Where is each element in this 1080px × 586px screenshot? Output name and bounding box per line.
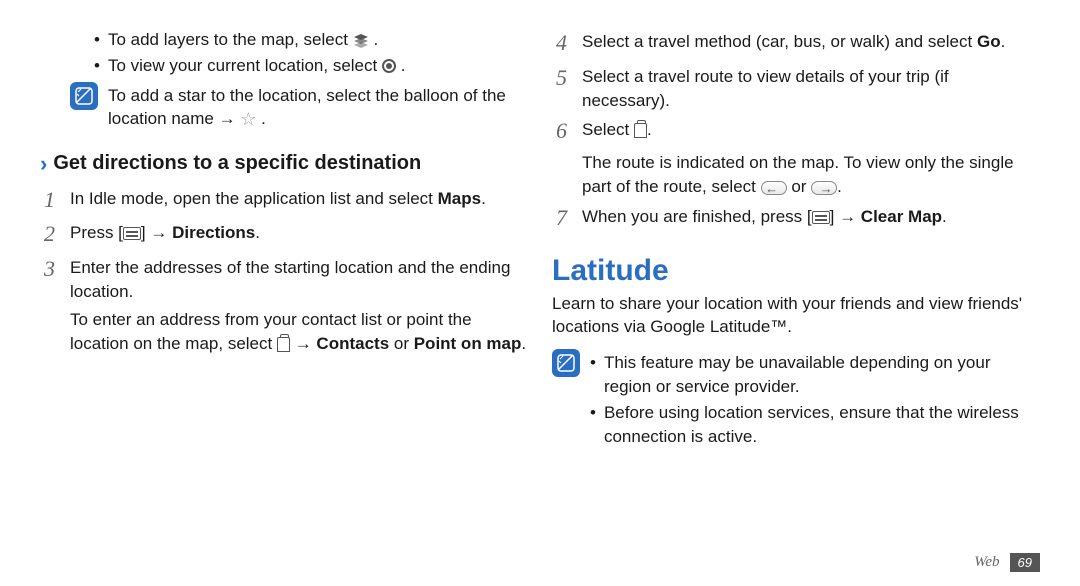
note-text: To add a star to the location, select th…: [108, 82, 528, 133]
step-3-sub: To enter an address from your contact li…: [70, 308, 528, 356]
note-bullet: This feature may be unavailable dependin…: [590, 351, 1040, 399]
bullet-text: To add layers to the map, select: [108, 30, 353, 49]
arrow-right-icon: [811, 181, 837, 195]
latitude-note: This feature may be unavailable dependin…: [552, 349, 1040, 450]
target-icon: [382, 59, 396, 73]
layers-icon: [353, 34, 369, 48]
footer-section: Web: [974, 554, 999, 571]
left-column: To add layers to the map, select . To vi…: [40, 28, 528, 566]
step-2: 2 Press [] → Directions.: [40, 219, 528, 250]
step-number: 6: [552, 116, 582, 147]
bullet-text-post: .: [373, 30, 378, 49]
step-4: 4 Select a travel method (car, bus, or w…: [552, 28, 1040, 59]
directions-steps-cont: 4 Select a travel method (car, bus, or w…: [552, 28, 1040, 234]
page-footer: Web 69: [974, 553, 1040, 572]
step-number: 5: [552, 63, 582, 94]
bullet-add-layers: To add layers to the map, select .: [94, 28, 528, 52]
note-bullets: This feature may be unavailable dependin…: [590, 349, 1040, 450]
latitude-intro: Learn to share your location with your f…: [552, 292, 1040, 340]
directions-steps: 1 In Idle mode, open the application lis…: [40, 185, 528, 356]
tab-icon: [277, 337, 290, 352]
note-icon: [552, 349, 580, 377]
bullet-text: To view your current location, select: [108, 56, 382, 75]
star-icon: ☆: [240, 107, 256, 132]
step-number: 3: [40, 254, 70, 285]
step-number: 4: [552, 28, 582, 59]
step-number: 2: [40, 219, 70, 250]
layers-bullets: To add layers to the map, select . To vi…: [94, 28, 528, 78]
step-number: 7: [552, 203, 582, 234]
arrow-left-icon: [761, 181, 787, 195]
menu-icon: [812, 211, 830, 224]
step-number: 1: [40, 185, 70, 216]
step-7: 7 When you are finished, press [] → Clea…: [552, 203, 1040, 234]
menu-icon: [123, 227, 141, 240]
step-3: 3 Enter the addresses of the starting lo…: [40, 254, 528, 304]
bullet-current-location: To view your current location, select .: [94, 54, 528, 78]
step-6-sub: The route is indicated on the map. To vi…: [582, 151, 1040, 199]
note-icon: [70, 82, 98, 110]
step-1: 1 In Idle mode, open the application lis…: [40, 185, 528, 216]
chevron-icon: ›: [40, 151, 47, 177]
star-note: To add a star to the location, select th…: [70, 82, 528, 133]
right-column: 4 Select a travel method (car, bus, or w…: [552, 28, 1040, 566]
section-title: Get directions to a specific destination: [53, 152, 421, 175]
latitude-heading: Latitude: [552, 254, 1040, 288]
note-bullet: Before using location services, ensure t…: [590, 401, 1040, 449]
page-number: 69: [1010, 553, 1040, 572]
tab-icon: [634, 123, 647, 138]
section-heading: › Get directions to a specific destinati…: [40, 151, 528, 177]
bullet-text-post: .: [401, 56, 406, 75]
step-6: 6 Select .: [552, 116, 1040, 147]
step-5: 5 Select a travel route to view details …: [552, 63, 1040, 113]
page-content: To add layers to the map, select . To vi…: [0, 0, 1080, 586]
